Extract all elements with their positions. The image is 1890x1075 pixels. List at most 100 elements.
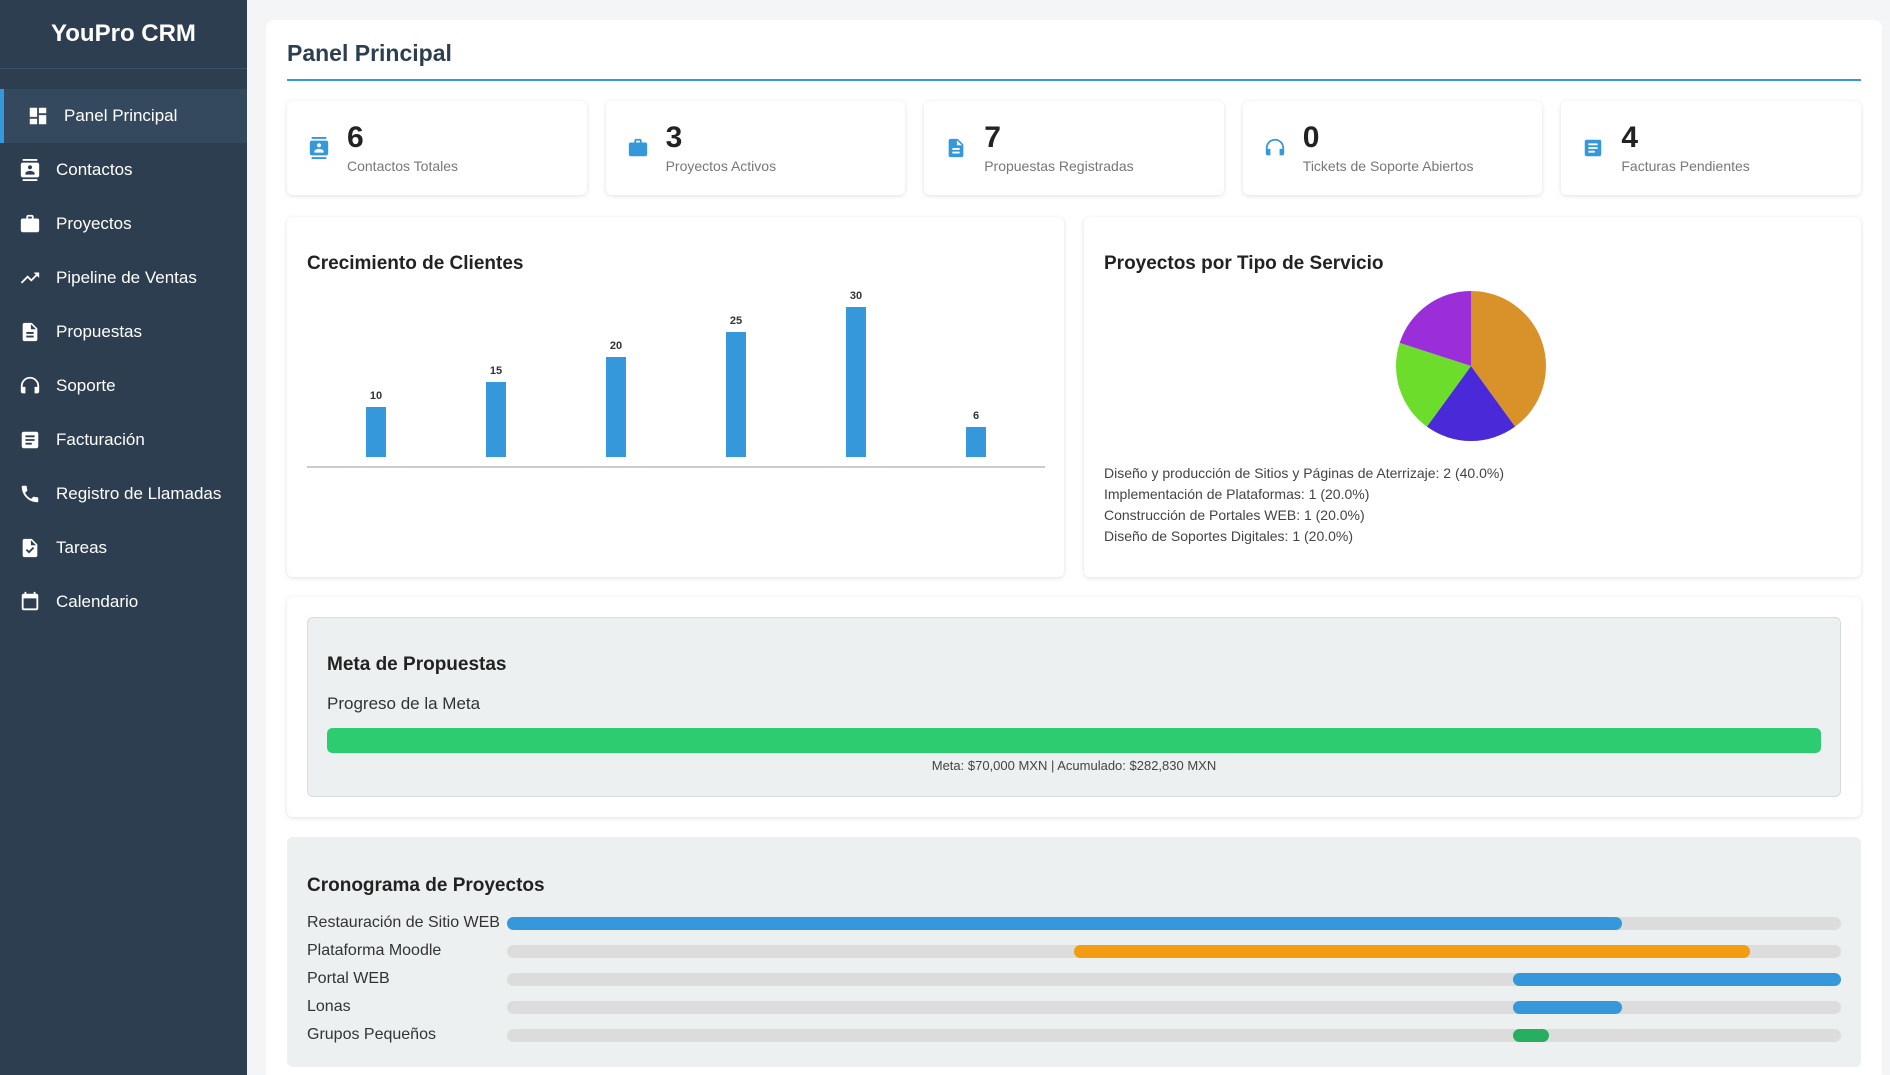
sidebar-item-contactos[interactable]: Contactos: [0, 143, 247, 197]
bar-value-label: 10: [370, 390, 382, 402]
stat-value: 7: [984, 121, 1001, 154]
timeline-track: [507, 972, 1841, 986]
sidebar-item-calendario[interactable]: Calendario: [0, 575, 247, 629]
goal-subtitle: Progreso de la Meta: [327, 694, 481, 713]
timeline-row[interactable]: Portal WEB: [307, 965, 1841, 993]
stat-card-contacts[interactable]: 6 Contactos Totales: [287, 101, 587, 195]
timeline-track: [507, 1028, 1841, 1042]
main-content: Panel Principal 6 Contactos Totales 3 Pr…: [266, 20, 1882, 1075]
sidebar-item-label: Panel Principal: [64, 106, 178, 125]
stat-label: Proyectos Activos: [665, 158, 777, 174]
invoice-icon: [1581, 136, 1605, 160]
stat-card-tickets[interactable]: 0 Tickets de Soporte Abiertos: [1242, 101, 1543, 195]
headset-icon: [18, 374, 42, 398]
charts-row: Crecimiento de Clientes 10 15 20 25 30 6 Proy…: [287, 217, 1861, 577]
timeline-label: Lonas: [307, 998, 351, 1015]
stat-card-proposals[interactable]: 7 Propuestas Registradas: [924, 101, 1224, 195]
sidebar-item-facturacion[interactable]: Facturación: [0, 413, 247, 467]
bar-value-label: 25: [730, 315, 742, 327]
bar[interactable]: [366, 407, 386, 457]
legend-item: Implementación de Plataformas: 1 (20.0%): [1104, 486, 1370, 502]
stat-value: 0: [1302, 121, 1320, 154]
stat-value: 4: [1621, 121, 1639, 154]
bar-value-label: 20: [610, 340, 622, 352]
stat-card-projects[interactable]: 3 Proyectos Activos: [605, 101, 906, 195]
timeline-track: [507, 1000, 1841, 1014]
stat-card-invoices[interactable]: 4 Facturas Pendientes: [1561, 101, 1861, 195]
app-title: YouPro CRM: [0, 0, 247, 69]
timeline-title: Cronograma de Proyectos: [307, 875, 545, 896]
sidebar-item-label: Contactos: [56, 160, 133, 179]
sidebar-item-propuestas[interactable]: Propuestas: [0, 305, 247, 359]
bar[interactable]: [486, 382, 506, 457]
timeline-rows: Restauración de Sitio WEB Plataforma Moo…: [307, 909, 1841, 1049]
stats-row: 6 Contactos Totales 3 Proyectos Activos …: [287, 101, 1861, 195]
timeline-label: Restauración de Sitio WEB: [307, 914, 500, 931]
document-icon: [944, 136, 968, 160]
bar-value-label: 30: [850, 290, 862, 302]
chart-title: Proyectos por Tipo de Servicio: [1104, 253, 1384, 274]
bar-value-label: 6: [973, 410, 979, 422]
sidebar-item-label: Soporte: [56, 376, 116, 395]
timeline-track: [507, 944, 1841, 958]
trending-up-icon: [18, 266, 42, 290]
timeline-bar[interactable]: [1512, 1028, 1549, 1042]
timeline-bar[interactable]: [1512, 972, 1841, 986]
timeline-track: [507, 916, 1841, 930]
timeline-row[interactable]: Lonas: [307, 993, 1841, 1021]
timeline-bar[interactable]: [1073, 944, 1751, 958]
client-growth-chart-card: Crecimiento de Clientes 10 15 20 25 30 6: [287, 217, 1064, 577]
bar[interactable]: [606, 357, 626, 457]
timeline-row[interactable]: Plataforma Moodle: [307, 937, 1841, 965]
timeline-row[interactable]: Restauración de Sitio WEB: [307, 909, 1841, 937]
goal-progress-bar: [327, 728, 1821, 753]
phone-icon: [18, 482, 42, 506]
pie-slice[interactable]: [1426, 366, 1516, 441]
timeline-label: Grupos Pequeños: [307, 1026, 436, 1043]
sidebar-item-label: Tareas: [56, 538, 108, 557]
pie-slice[interactable]: [1471, 291, 1546, 427]
sidebar: YouPro CRM Panel Principal Contactos Pro…: [0, 0, 247, 1075]
goal-title: Meta de Propuestas: [327, 654, 507, 675]
stat-value: 6: [347, 121, 364, 154]
legend-item: Diseño y producción de Sitios y Páginas …: [1104, 465, 1504, 481]
pie-slice[interactable]: [1399, 291, 1471, 366]
sidebar-item-label: Proyectos: [56, 214, 132, 233]
legend-item: Diseño de Soportes Digitales: 1 (20.0%): [1104, 528, 1354, 544]
timeline-bar[interactable]: [1512, 1000, 1623, 1014]
sidebar-item-label: Pipeline de Ventas: [56, 268, 197, 287]
headset-icon: [1263, 136, 1287, 160]
timeline-bar[interactable]: [507, 916, 1623, 930]
timeline-label: Plataforma Moodle: [307, 942, 442, 959]
goal-text: Meta: $70,000 MXN | Acumulado: $282,830 …: [931, 758, 1217, 773]
bar[interactable]: [846, 307, 866, 457]
project-timeline: Cronograma de Proyectos Restauración de …: [287, 837, 1861, 1067]
stat-value: 3: [665, 121, 683, 154]
contacts-icon: [307, 136, 331, 160]
sidebar-item-soporte[interactable]: Soporte: [0, 359, 247, 413]
timeline-row[interactable]: Grupos Pequeños: [307, 1021, 1841, 1049]
sidebar-item-pipeline[interactable]: Pipeline de Ventas: [0, 251, 247, 305]
contacts-icon: [18, 158, 42, 182]
legend-item: Construcción de Portales WEB: 1 (20.0%): [1104, 507, 1365, 523]
sidebar-item-tareas[interactable]: Tareas: [0, 521, 247, 575]
sidebar-item-proyectos[interactable]: Proyectos: [0, 197, 247, 251]
pie-legend: Diseño y producción de Sitios y Páginas …: [1104, 463, 1504, 547]
sidebar-item-label: Propuestas: [56, 322, 142, 341]
service-type-chart-card: Proyectos por Tipo de Servicio Diseño y …: [1084, 217, 1861, 577]
page-title: Panel Principal: [287, 40, 1861, 81]
bar[interactable]: [726, 332, 746, 457]
sidebar-item-label: Facturación: [56, 430, 145, 449]
goal-progress-fill: [327, 728, 1821, 753]
timeline-label: Portal WEB: [307, 970, 390, 987]
goal-section: Meta de Propuestas Progreso de la Meta M…: [287, 597, 1861, 817]
pie-slice[interactable]: [1396, 342, 1471, 427]
briefcase-icon: [18, 212, 42, 236]
calendar-icon: [18, 590, 42, 614]
bar-chart: 10 15 20 25 30 6: [307, 290, 1045, 468]
briefcase-icon: [626, 136, 650, 160]
bar[interactable]: [966, 427, 986, 457]
sidebar-item-panel-principal[interactable]: Panel Principal: [0, 89, 247, 143]
sidebar-item-registro-llamadas[interactable]: Registro de Llamadas: [0, 467, 247, 521]
chart-title: Crecimiento de Clientes: [307, 253, 524, 274]
